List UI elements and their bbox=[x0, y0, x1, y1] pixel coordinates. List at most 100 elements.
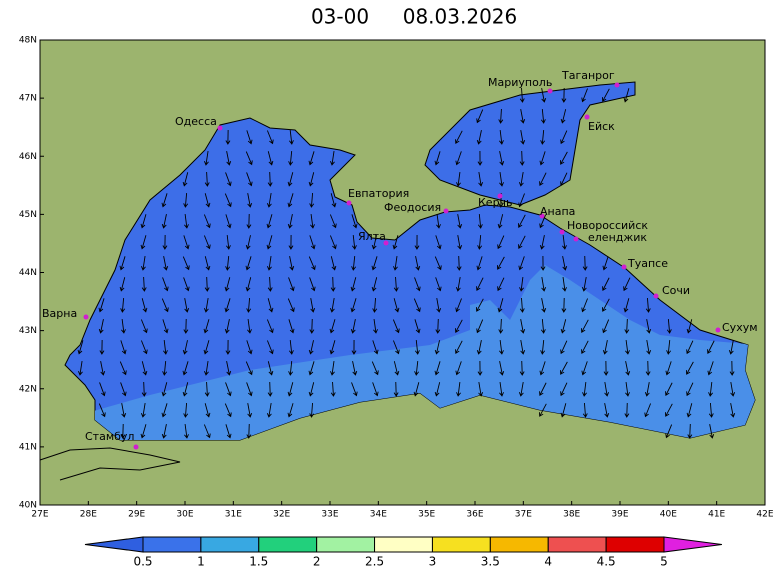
current-arrow bbox=[414, 277, 421, 292]
current-arrow bbox=[183, 277, 190, 292]
current-arrow bbox=[604, 382, 610, 397]
city-dot bbox=[83, 314, 89, 320]
current-arrow bbox=[204, 151, 209, 166]
current-arrow bbox=[308, 382, 315, 397]
lon-tick-label: 28E bbox=[80, 510, 97, 520]
colorbar-cell bbox=[374, 536, 433, 553]
current-arrow bbox=[308, 340, 314, 355]
current-arrow bbox=[499, 151, 505, 166]
current-arrow bbox=[161, 424, 167, 439]
current-arrow bbox=[539, 151, 546, 166]
city-dot bbox=[443, 208, 449, 214]
current-arrow bbox=[266, 340, 274, 355]
current-arrow bbox=[266, 214, 273, 229]
city-label: Новороссийск bbox=[567, 219, 648, 232]
current-arrow bbox=[455, 319, 463, 333]
current-arrow bbox=[329, 319, 336, 334]
current-arrow bbox=[455, 361, 462, 376]
current-arrow bbox=[686, 361, 694, 375]
current-arrow bbox=[519, 297, 525, 313]
current-arrow bbox=[266, 193, 272, 208]
current-arrow bbox=[455, 340, 463, 354]
current-arrow bbox=[498, 108, 504, 124]
current-arrow bbox=[372, 297, 378, 313]
current-arrow bbox=[371, 235, 377, 250]
city-label: еленджик bbox=[588, 231, 647, 244]
current-arrow bbox=[141, 361, 148, 376]
current-arrow bbox=[728, 340, 734, 355]
current-arrow bbox=[309, 402, 315, 418]
city-dot bbox=[539, 213, 545, 219]
current-arrow bbox=[371, 256, 378, 271]
city-label: Ейск bbox=[588, 120, 615, 133]
current-arrow bbox=[287, 193, 294, 208]
current-arrow bbox=[247, 319, 252, 334]
lon-tick-label: 32E bbox=[273, 510, 290, 520]
current-arrow bbox=[687, 423, 693, 439]
current-arrow bbox=[330, 276, 336, 292]
current-arrow bbox=[162, 234, 168, 250]
current-arrow bbox=[560, 340, 568, 355]
current-arrow bbox=[141, 298, 148, 313]
current-arrow bbox=[225, 339, 231, 355]
colorbar-label: 3 bbox=[429, 555, 437, 569]
current-arrow bbox=[140, 340, 148, 355]
current-arrow bbox=[562, 256, 568, 271]
current-arrow bbox=[309, 235, 316, 250]
current-arrow bbox=[413, 382, 420, 397]
current-arrow bbox=[266, 319, 274, 334]
current-arrow bbox=[310, 214, 315, 229]
current-arrow bbox=[393, 256, 398, 271]
current-arrow bbox=[624, 402, 630, 418]
current-arrow bbox=[287, 382, 294, 397]
current-arrow bbox=[665, 424, 673, 439]
current-arrow bbox=[560, 382, 568, 397]
current-arrow bbox=[288, 277, 295, 292]
current-arrow bbox=[519, 360, 525, 376]
current-arrow bbox=[518, 214, 526, 228]
city-label: Анапа bbox=[540, 205, 575, 218]
current-arrow bbox=[203, 214, 211, 229]
lon-tick-label: 41E bbox=[708, 510, 725, 520]
current-arrow bbox=[161, 403, 168, 418]
current-arrow bbox=[330, 381, 336, 397]
current-arrow bbox=[456, 255, 462, 271]
city-dot bbox=[383, 240, 389, 246]
current-arrow bbox=[329, 235, 337, 250]
current-arrow bbox=[224, 298, 231, 313]
current-arrow bbox=[204, 381, 210, 397]
current-arrow bbox=[457, 214, 463, 229]
current-arrow bbox=[225, 172, 232, 187]
lon-tick-label: 31E bbox=[225, 510, 242, 520]
current-arrow bbox=[497, 235, 505, 250]
current-arrow bbox=[497, 277, 505, 292]
current-arrow bbox=[204, 171, 210, 187]
current-arrow bbox=[350, 277, 357, 292]
current-arrow bbox=[308, 361, 315, 376]
current-arrow bbox=[436, 214, 441, 229]
current-arrow bbox=[224, 277, 231, 292]
current-arrow bbox=[560, 403, 567, 418]
lon-tick-label: 38E bbox=[563, 510, 580, 520]
current-arrow bbox=[351, 214, 358, 229]
city-dot bbox=[653, 293, 659, 299]
current-arrow bbox=[120, 340, 127, 355]
city-dot bbox=[217, 125, 223, 131]
current-arrow bbox=[77, 340, 84, 355]
current-arrow bbox=[120, 423, 126, 439]
current-arrow bbox=[393, 276, 399, 292]
current-arrow bbox=[602, 340, 608, 355]
colorbar-cell bbox=[605, 536, 665, 553]
current-arrow bbox=[539, 172, 547, 187]
colorbar-cell bbox=[547, 536, 607, 553]
current-arrow bbox=[162, 319, 169, 334]
current-arrow bbox=[602, 319, 610, 334]
current-arrow bbox=[623, 277, 631, 292]
current-arrow bbox=[686, 319, 693, 334]
current-arrow bbox=[519, 87, 525, 103]
current-arrow bbox=[477, 150, 483, 166]
current-arrow bbox=[266, 130, 274, 145]
current-arrow bbox=[289, 256, 295, 271]
colorbar-high bbox=[663, 536, 722, 553]
current-arrow bbox=[560, 109, 567, 124]
